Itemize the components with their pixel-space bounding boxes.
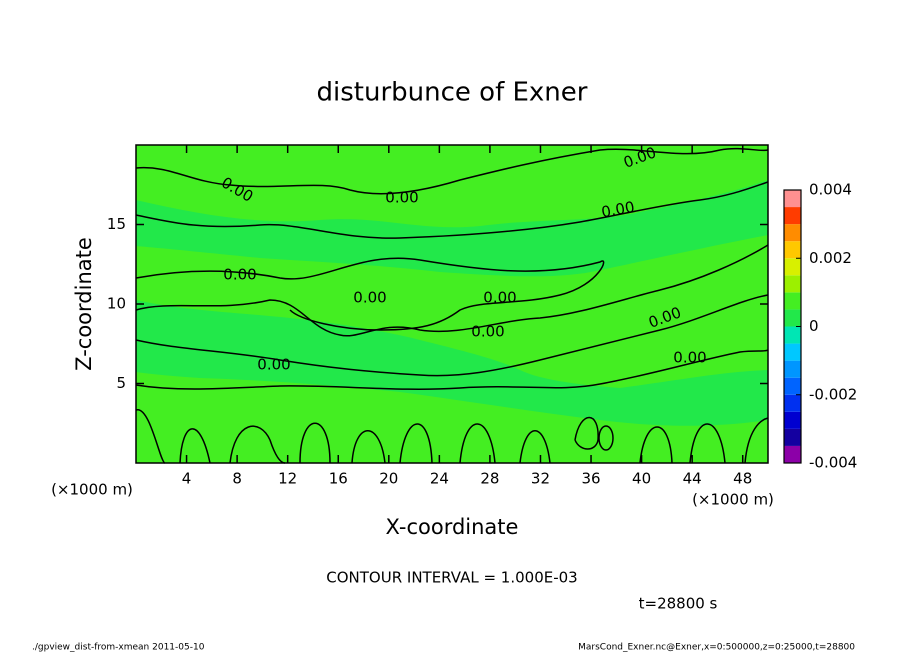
contour-line bbox=[135, 181, 769, 239]
x-unit-label: (×1000 m) bbox=[692, 491, 774, 509]
x-tick-label: 32 bbox=[531, 470, 550, 488]
contour-label: 0.00 bbox=[353, 289, 386, 307]
x-tick-label: 48 bbox=[733, 470, 752, 488]
colorbar-band bbox=[784, 377, 801, 395]
contour-label: 0.00 bbox=[471, 323, 504, 341]
x-axis-label: X-coordinate bbox=[386, 515, 519, 539]
footer-right: MarsCond_Exner.nc@Exner,x=0:500000,z=0:2… bbox=[578, 643, 855, 653]
contour-label: 0.00 bbox=[223, 266, 256, 284]
colorbar-band bbox=[784, 258, 801, 276]
plot-frame bbox=[135, 144, 769, 464]
colorbar-band bbox=[784, 343, 801, 361]
contour-label: 0.00 bbox=[257, 356, 290, 374]
x-tick-label: 40 bbox=[632, 470, 651, 488]
time-label: t=28800 s bbox=[639, 595, 718, 613]
x-tick-label: 44 bbox=[683, 470, 702, 488]
colorbar-band bbox=[784, 428, 801, 446]
x-tick-label: 24 bbox=[430, 470, 449, 488]
field-region bbox=[136, 180, 768, 277]
x-tick-label: 4 bbox=[182, 470, 192, 488]
colorbar-band bbox=[784, 241, 801, 259]
x-tick-label: 16 bbox=[329, 470, 348, 488]
contour-line bbox=[135, 349, 769, 390]
contour-line bbox=[135, 409, 769, 464]
plot-area bbox=[135, 145, 769, 464]
x-tick-label: 12 bbox=[278, 470, 297, 488]
field-region bbox=[136, 300, 768, 426]
colorbar-band bbox=[784, 309, 801, 327]
colorbar-tick-label: -0.004 bbox=[809, 454, 857, 472]
x-tick-label: 8 bbox=[232, 470, 242, 488]
colorbar-band bbox=[784, 275, 801, 293]
colorbar-band bbox=[784, 326, 801, 344]
colorbar-band bbox=[784, 411, 801, 429]
colorbar-band bbox=[784, 292, 801, 310]
x-tick-label: 20 bbox=[379, 470, 398, 488]
colorbar-tick-label: 0.002 bbox=[809, 249, 852, 267]
y-axis-label: Z-coordinate bbox=[72, 237, 96, 371]
y-tick-label: 10 bbox=[107, 295, 126, 313]
colorbar-band bbox=[784, 360, 801, 378]
contour-label: 0.00 bbox=[385, 189, 418, 207]
colorbar-band bbox=[784, 394, 801, 412]
contour-line bbox=[135, 244, 769, 337]
colorbar-band bbox=[784, 445, 801, 463]
colorbar-band bbox=[784, 190, 801, 208]
x-tick-label: 28 bbox=[480, 470, 499, 488]
y-tick-label: 15 bbox=[107, 215, 126, 233]
contour-line bbox=[598, 425, 614, 451]
contour-line bbox=[135, 147, 769, 195]
colorbar-band bbox=[784, 224, 801, 242]
colorbar-band bbox=[784, 207, 801, 225]
chart-title: disturbunce of Exner bbox=[317, 78, 588, 108]
x-tick-label: 36 bbox=[581, 470, 600, 488]
colorbar-tick-label: -0.002 bbox=[809, 385, 857, 403]
footer-left: ./gpview_dist-from-xmean 2011-05-10 bbox=[32, 643, 205, 653]
y-tick-label: 5 bbox=[116, 374, 126, 392]
contour-line bbox=[135, 294, 769, 377]
contour-label: 0.00 bbox=[483, 289, 516, 307]
colorbar-tick-label: 0.004 bbox=[809, 181, 852, 199]
contour-label: 0.00 bbox=[673, 349, 706, 367]
contour-label: 0.00 bbox=[600, 198, 636, 222]
x-unit-label: (×1000 m) bbox=[51, 481, 133, 499]
contour-interval: CONTOUR INTERVAL = 1.000E-03 bbox=[326, 569, 577, 587]
colorbar-tick-label: 0 bbox=[809, 317, 819, 335]
